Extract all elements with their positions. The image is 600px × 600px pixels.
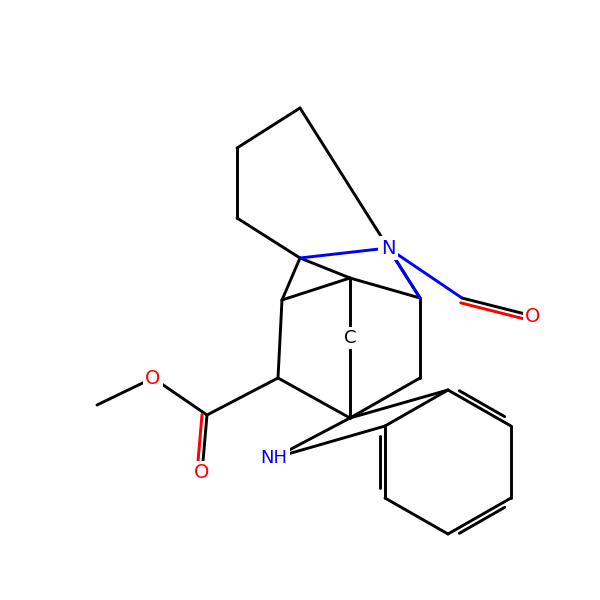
Text: O: O <box>145 368 161 388</box>
Text: NH: NH <box>260 449 287 467</box>
Text: O: O <box>526 307 541 325</box>
Text: N: N <box>381 238 395 257</box>
Text: O: O <box>194 463 209 482</box>
Text: C: C <box>344 329 356 347</box>
